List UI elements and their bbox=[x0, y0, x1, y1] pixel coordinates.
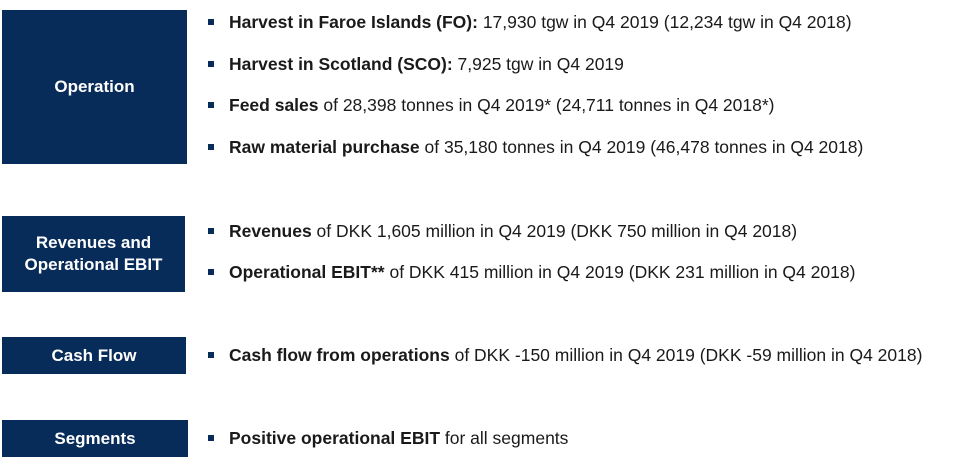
bullet-square-icon bbox=[208, 352, 214, 358]
segments-label: Segments bbox=[54, 428, 136, 448]
bullet-square-icon bbox=[208, 61, 214, 67]
bullet-square-icon bbox=[208, 435, 214, 441]
revenues-label-line2: Operational EBIT bbox=[24, 255, 163, 274]
bullet-text: 7,925 tgw in Q4 2019 bbox=[452, 54, 624, 74]
revenues-label-line1: Revenues and bbox=[35, 233, 152, 252]
bullet-text: of 28,398 tonnes in Q4 2019* (24,711 ton… bbox=[318, 95, 775, 115]
cashflow-label-box: Cash Flow bbox=[2, 337, 186, 374]
operation-label-box: Operation bbox=[2, 10, 187, 164]
bullet-square-icon bbox=[208, 102, 214, 108]
bullet-bold-text: Revenues bbox=[229, 221, 312, 241]
revenues-label-box: Revenues and Operational EBIT bbox=[2, 216, 185, 292]
bullet-square-icon bbox=[208, 269, 214, 275]
bullet-bold-text: Raw material purchase bbox=[229, 137, 420, 157]
cashflow-label: Cash Flow bbox=[51, 345, 137, 365]
bullet-square-icon bbox=[208, 19, 214, 25]
bullet-bold-text: Feed sales bbox=[229, 95, 319, 115]
bullet-square-icon bbox=[208, 228, 214, 234]
bullet-bold-text: Cash flow from operations bbox=[229, 345, 450, 365]
bullet-bold-text: Harvest in Scotland (SCO): bbox=[229, 54, 453, 74]
bullet-text: of DKK -150 million in Q4 2019 (DKK -59 … bbox=[449, 345, 923, 365]
bullet-text: 17,930 tgw in Q4 2019 (12,234 tgw in Q4 … bbox=[477, 12, 852, 32]
bullet-text: for all segments bbox=[440, 428, 569, 448]
bullet-text: of 35,180 tonnes in Q4 2019 (46,478 tonn… bbox=[419, 137, 864, 157]
segments-label-box: Segments bbox=[2, 420, 188, 457]
bullet-bold-text: Harvest in Faroe Islands (FO): bbox=[229, 12, 478, 32]
bullet-bold-text: Operational EBIT** bbox=[229, 262, 385, 282]
bullet-text: of DKK 415 million in Q4 2019 (DKK 231 m… bbox=[384, 262, 856, 282]
bullet-bold-text: Positive operational EBIT bbox=[229, 428, 441, 448]
bullet-text: of DKK 1,605 million in Q4 2019 (DKK 750… bbox=[311, 221, 798, 241]
operation-label: Operation bbox=[54, 77, 135, 96]
bullet-square-icon bbox=[208, 144, 214, 150]
